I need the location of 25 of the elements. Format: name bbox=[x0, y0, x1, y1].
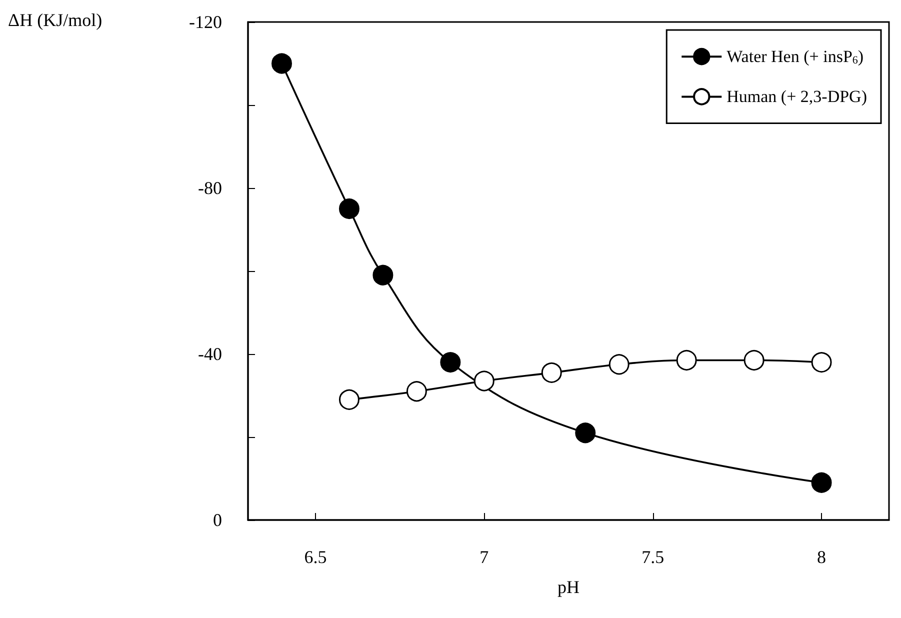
point bbox=[541, 362, 562, 383]
point bbox=[811, 352, 832, 373]
point bbox=[474, 370, 494, 392]
point bbox=[372, 264, 394, 286]
point bbox=[338, 198, 360, 219]
y-tick-label: 0 bbox=[213, 510, 222, 530]
x-tick-label: 8 bbox=[817, 547, 826, 567]
point bbox=[608, 354, 630, 375]
point bbox=[744, 350, 764, 370]
x-axis-title: pH bbox=[558, 577, 580, 597]
point bbox=[575, 422, 596, 444]
y-axis-title: ΔH (KJ/mol) bbox=[8, 10, 102, 30]
x-tick-label: 7 bbox=[480, 547, 489, 567]
point bbox=[272, 53, 292, 74]
x-tick-label: 7.5 bbox=[642, 547, 664, 567]
point bbox=[338, 389, 360, 410]
point bbox=[676, 350, 697, 370]
y-tick-label: -120 bbox=[189, 12, 222, 32]
x-tick-label: 6.5 bbox=[304, 547, 327, 567]
y-tick-label: -80 bbox=[198, 178, 222, 198]
legend-label: Human (+ 2,3-DPG) bbox=[726, 87, 867, 106]
point bbox=[440, 352, 461, 373]
point bbox=[406, 381, 427, 402]
point bbox=[811, 472, 832, 493]
y-tick-label: -40 bbox=[198, 344, 222, 364]
